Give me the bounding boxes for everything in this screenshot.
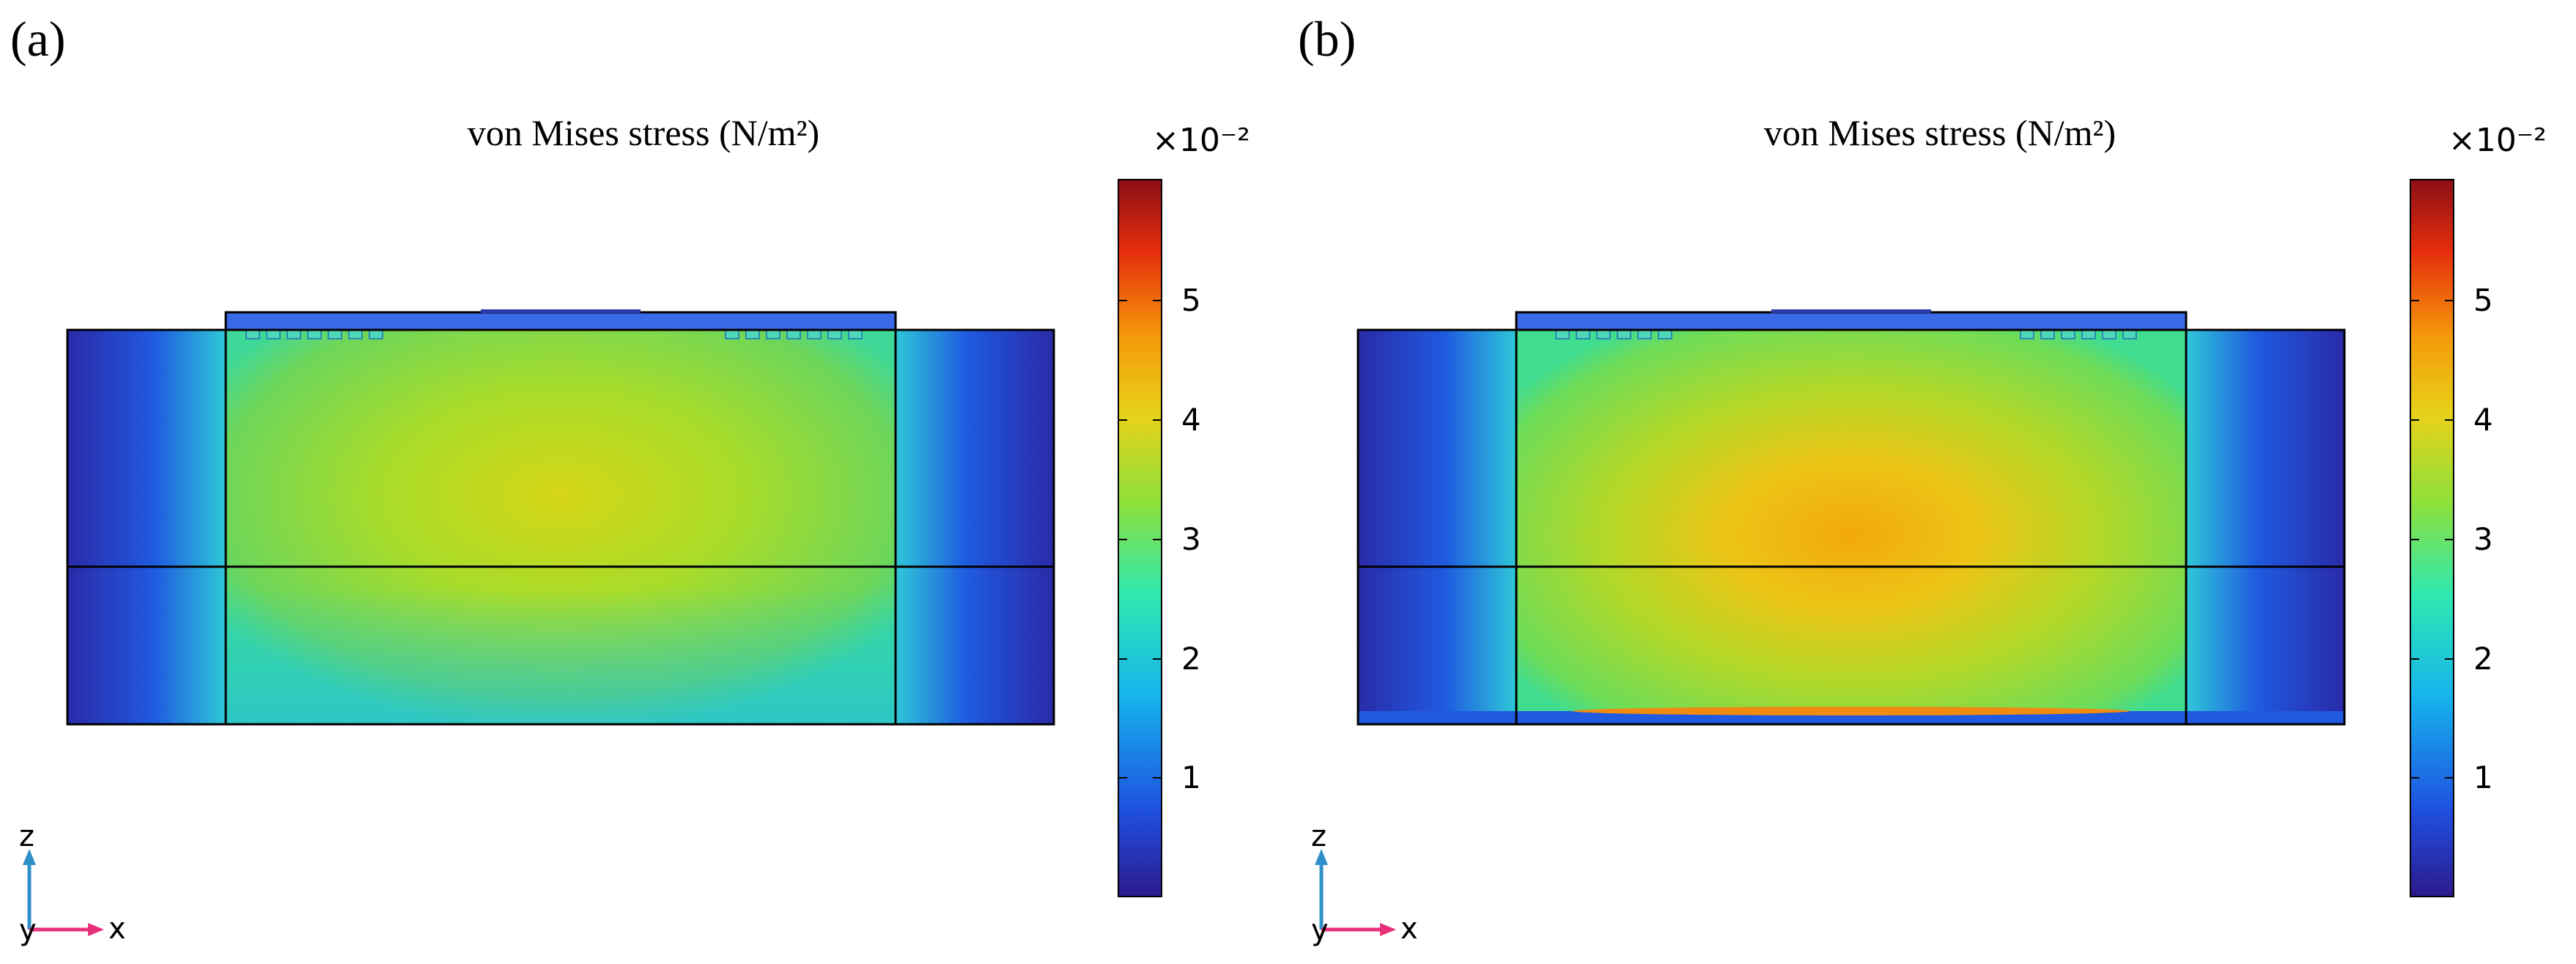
colorbar-tick-label: 2 — [2473, 641, 2493, 677]
plot-title: von Mises stress (N/m²) — [467, 112, 820, 153]
axis-label-x: x — [1400, 912, 1418, 946]
panel-label: (a) — [10, 11, 66, 67]
electrode-bumps-right — [725, 329, 863, 339]
colorbar-tick-label: 4 — [1181, 402, 1201, 438]
colorbar-tick-label: 3 — [1181, 521, 1201, 557]
bottom-hotspot — [1573, 707, 2130, 715]
axis-label-z: z — [19, 820, 34, 853]
x-arrow-icon — [1380, 923, 1396, 936]
axis-label-y: y — [1311, 913, 1329, 947]
geometry-outline — [1357, 328, 2346, 726]
center-bottom-fade — [226, 586, 896, 724]
panel-a: (a) von Mises stress (N/m²) ×10⁻² — [10, 11, 1250, 947]
z-arrow-icon — [1315, 849, 1328, 865]
colorbar-tick-label: 2 — [1181, 641, 1201, 677]
colorbar-multiplier: ×10⁻² — [2448, 122, 2547, 159]
colorbar-tick-label: 3 — [2473, 521, 2493, 557]
top-plate — [1515, 311, 2188, 331]
axis-triad — [23, 849, 104, 936]
axis-label-y: y — [19, 913, 37, 947]
electrode-bumps-right — [2020, 329, 2137, 339]
stress-plot-b: 1 2 3 4 5 — [1315, 179, 2493, 936]
top-electrode — [1771, 309, 1931, 313]
top-plate — [224, 311, 897, 331]
z-arrow-icon — [23, 849, 36, 865]
top-electrode — [481, 309, 641, 313]
axis-label-x: x — [108, 912, 126, 946]
bottom-layer — [1358, 711, 2344, 724]
colorbar-ticks — [2410, 300, 2454, 779]
colorbar — [1118, 179, 1162, 897]
colorbar-multiplier: ×10⁻² — [1152, 122, 1250, 159]
plot-title: von Mises stress (N/m²) — [1763, 112, 2116, 153]
panel-b: (b) von Mises stress (N/m²) ×10⁻² — [1288, 0, 2575, 964]
colorbar-tick-label: 1 — [2473, 759, 2493, 795]
electrode-bumps-left — [246, 329, 383, 339]
right-side-region — [896, 330, 1054, 724]
colorbar-tick-label: 1 — [1181, 759, 1201, 795]
axis-triad — [1315, 849, 1396, 936]
x-arrow-icon — [88, 923, 104, 936]
right-side-region — [2186, 330, 2344, 724]
axis-label-z: z — [1311, 820, 1326, 853]
geometry-outline — [66, 328, 1055, 726]
colorbar-tick-label: 4 — [2473, 402, 2493, 438]
left-side-region — [1358, 330, 1516, 724]
panel-label: (b) — [1298, 11, 1357, 67]
colorbar-tick-label: 5 — [2473, 282, 2493, 318]
center-region — [1516, 330, 2186, 724]
stress-plot-a: 1 2 3 4 5 — [23, 179, 1201, 936]
colorbar — [2410, 179, 2454, 897]
colorbar-tick-label: 5 — [1181, 282, 1201, 318]
colorbar-ticks — [1118, 300, 1162, 779]
electrode-bumps-left — [1555, 329, 1672, 339]
left-side-region — [67, 330, 226, 724]
